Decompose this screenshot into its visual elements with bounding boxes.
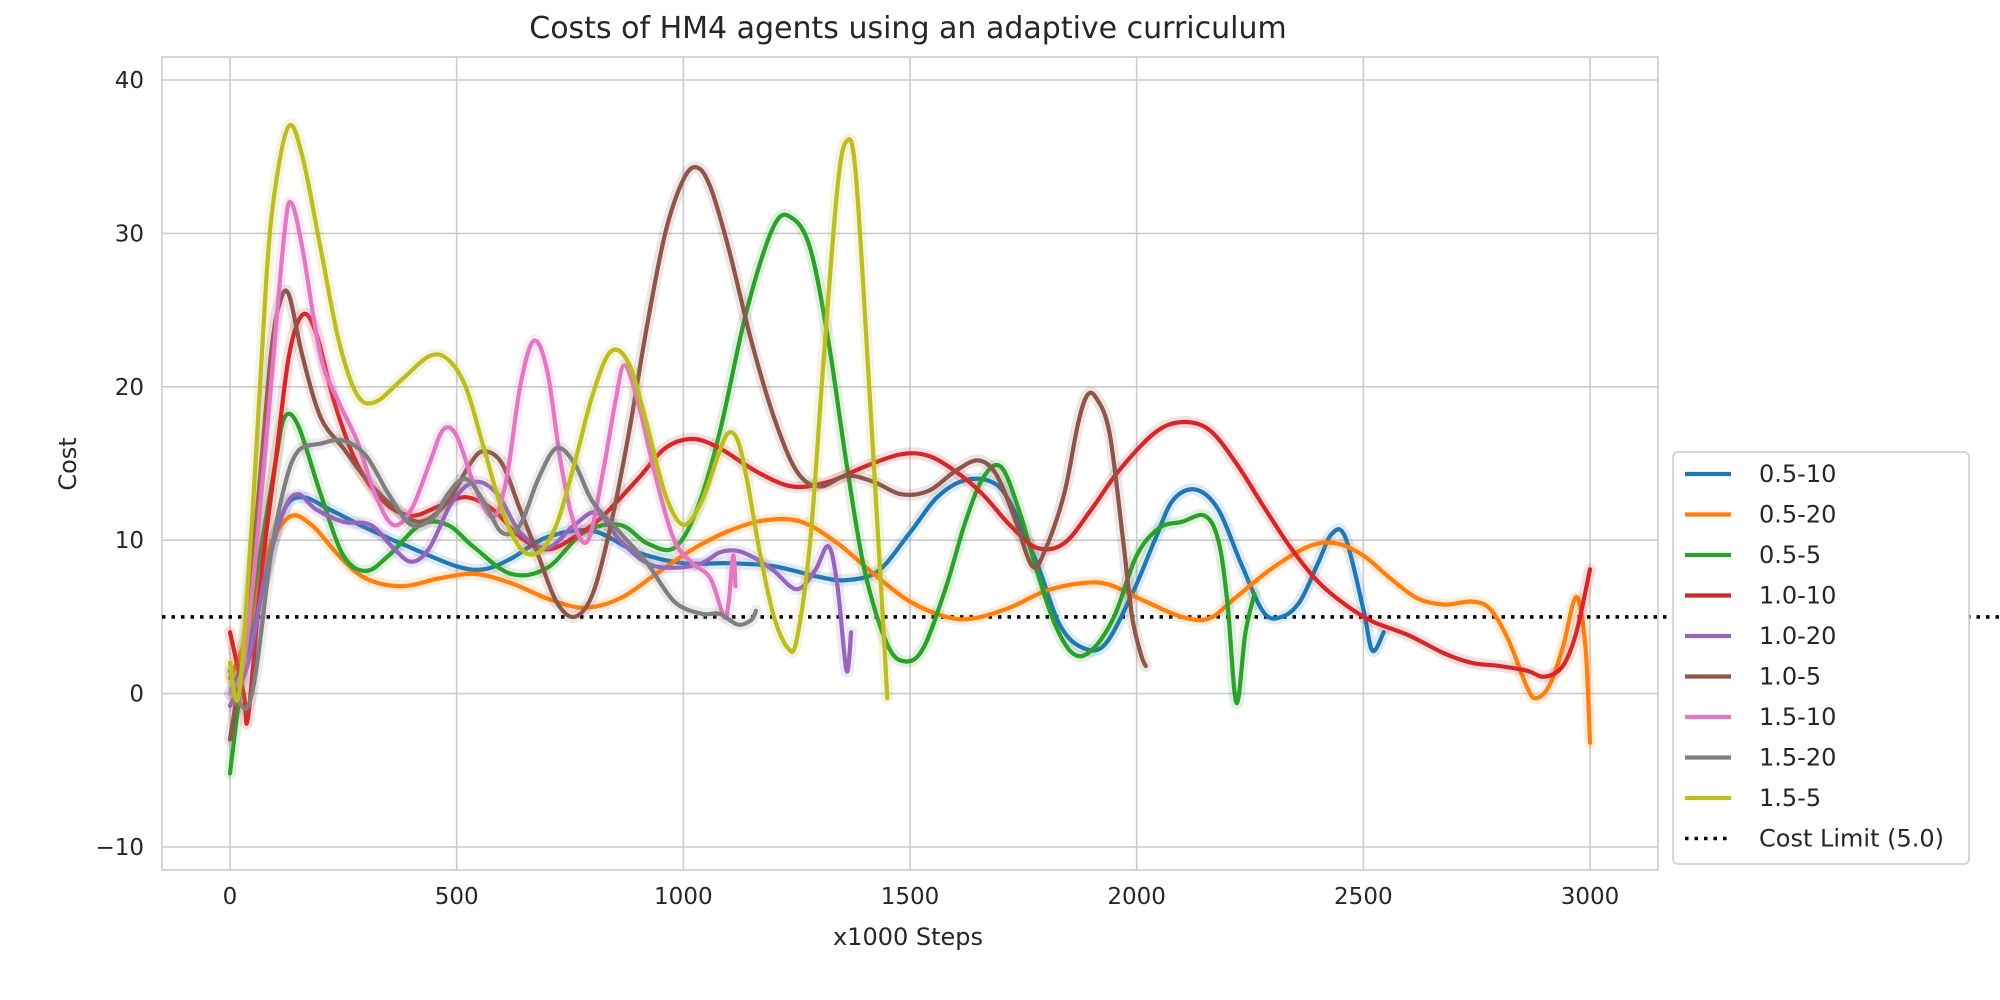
- legend-label-1.5-10: 1.5-10: [1759, 703, 1836, 731]
- legend-label-cost-limit: Cost Limit (5.0): [1759, 825, 1944, 853]
- y-tick-label: 40: [115, 68, 144, 94]
- y-axis-title: Cost: [54, 437, 82, 490]
- x-tick-label: 3000: [1561, 884, 1620, 910]
- legend-label-1.0-20: 1.0-20: [1759, 622, 1836, 650]
- x-tick-label: 1500: [881, 884, 940, 910]
- x-axis-title: x1000 Steps: [833, 923, 983, 951]
- series-line-0.5-20: [227, 513, 1593, 745]
- grid: [162, 57, 1658, 870]
- legend-box: [1672, 451, 1970, 865]
- x-tick-label: 500: [435, 884, 479, 910]
- x-tick-label: 0: [223, 884, 238, 910]
- series-layer: [224, 119, 1596, 780]
- tick-labels: 0 500 1000 1500 2000 2500 3000 −10 0 10 20 30 40: [95, 68, 1619, 910]
- legend-label-0.5-5: 0.5-5: [1759, 541, 1821, 569]
- y-tick-label: 30: [115, 221, 144, 247]
- plot-frame: [161, 56, 1659, 871]
- x-tick-label: 2500: [1334, 884, 1393, 910]
- legend: 0.5-10 0.5-20 0.5-5 1.0-10 1.0-20 1.0-5 1.5-10…: [1672, 451, 1970, 865]
- x-tick-label: 2000: [1107, 884, 1166, 910]
- series-line-1.0-10: [227, 311, 1593, 726]
- series-line-1.0-5: [227, 165, 1148, 742]
- legend-label-0.5-20: 0.5-20: [1759, 501, 1836, 529]
- legend-label-1.5-20: 1.5-20: [1759, 744, 1836, 772]
- chart-title: Costs of HM4 agents using an adaptive cu…: [529, 11, 1286, 46]
- legend-label-0.5-10: 0.5-10: [1759, 460, 1836, 488]
- y-tick-label: 0: [129, 682, 144, 708]
- series-line-0.5-10: [227, 476, 1386, 696]
- y-tick-label: 10: [115, 528, 144, 554]
- y-tick-label: −10: [95, 835, 144, 861]
- series-line-0.5-5: [227, 212, 1257, 776]
- y-tick-label: 20: [115, 375, 144, 401]
- legend-label-1.0-5: 1.0-5: [1759, 663, 1821, 691]
- series-line-1.5-20: [227, 437, 758, 711]
- legend-label-1.0-10: 1.0-10: [1759, 582, 1836, 610]
- x-tick-label: 1000: [654, 884, 713, 910]
- legend-label-1.5-5: 1.5-5: [1759, 784, 1821, 812]
- series-line-1.0-20: [227, 479, 854, 708]
- series-line-1.5-5: [227, 122, 890, 703]
